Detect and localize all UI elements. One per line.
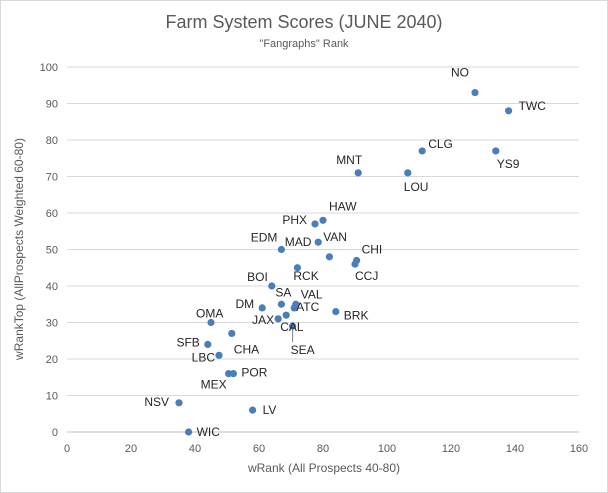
data-point [282,311,290,319]
data-point [332,307,340,316]
point-label: YS9 [497,157,520,171]
data-point [325,253,333,261]
point-label: CCJ [355,269,378,283]
y-axis-title: wRankTop (AllProspects Weighted 60-80) [12,138,26,361]
y-tick-label: 20 [46,354,58,366]
y-tick-label: 100 [40,62,58,74]
data-point [505,107,513,115]
x-tick-label: 40 [189,443,201,455]
y-tick-label: 60 [46,208,58,220]
data-point [277,300,285,308]
point-label: MEX [201,378,227,392]
point-label: BRK [344,309,369,323]
x-tick-label: 100 [378,443,396,455]
point-label: SA [275,285,291,299]
point-label: BOI [247,270,268,284]
point-label: SEA [291,343,315,357]
axes: 0 10 20 30 40 50 60 70 80 90 100 0 20 40 60 80 100 120 140… [40,62,589,455]
point-label: LBC [192,350,216,364]
data-point [351,260,359,268]
point-label: OMA [196,307,223,321]
data-point [204,340,212,348]
x-tick-label: 140 [506,443,524,455]
data-point [228,329,236,338]
point-label: DM [236,297,255,311]
gridlines [67,66,579,396]
y-tick-label: 30 [46,318,58,330]
data-point [471,88,479,97]
point-label: HAW [329,199,357,213]
point-label: LOU [404,180,429,194]
data-point [311,220,319,228]
x-tick-label: 0 [64,443,70,455]
data-point [293,264,301,272]
data-point [404,169,412,177]
data-point [185,428,193,436]
point-label: TWC [519,99,547,113]
data-point [277,245,285,254]
data-point [207,318,215,327]
point-label: EDM [251,231,278,245]
data-point [289,322,297,330]
data-point [354,169,362,177]
data-point [215,351,223,359]
point-label: MNT [336,153,363,167]
y-tick-label: 0 [52,427,58,439]
point-label: ATC [296,300,319,314]
data-point [258,304,266,312]
point-label: CHI [362,242,383,256]
data-point [418,147,426,155]
data-point [319,216,327,224]
y-tick-label: 70 [46,172,58,184]
point-label: LV [263,403,277,417]
data-point [274,315,282,323]
y-tick-label: 80 [46,135,58,147]
point-label: CHA [234,342,259,356]
point-label: CAL [280,320,304,334]
point-label: WIC [197,425,221,439]
data-point [175,399,183,407]
data-points [175,88,513,436]
x-tick-label: 20 [125,443,137,455]
point-label: JAX [252,313,274,327]
point-label: SFB [176,335,199,349]
point-label: RCK [293,269,318,283]
data-point [225,370,233,378]
chart-subtitle: "Fangraphs" Rank [259,38,349,50]
point-label: CLG [428,137,453,151]
data-point [492,147,500,155]
y-tick-label: 90 [46,99,58,111]
x-tick-label: 60 [253,443,265,455]
y-tick-label: 10 [46,391,58,403]
y-tick-label: 40 [46,281,58,293]
y-tick-label: 50 [46,245,58,257]
point-label: NO [451,66,469,80]
point-label: MAD [285,235,312,249]
x-tick-label: 80 [317,443,329,455]
point-label: PHX [282,213,307,227]
chart-title: Farm System Scores (JUNE 2040) [165,12,442,32]
data-point [268,282,276,290]
point-labels: NO TWC CLG YS9 MNT LOU HAW PHX VAN EDM CHI CCJ MAD RC… [144,66,546,439]
point-label: VAL [301,287,323,301]
x-tick-label: 160 [570,443,588,455]
data-point [290,304,298,312]
x-tick-label: 120 [442,443,460,455]
point-label: NSV [144,395,169,409]
point-label: VAN [323,230,347,244]
point-label: POR [241,366,267,380]
x-axis-title: wRank (All Prospects 40-80) [247,461,400,475]
data-point [314,238,322,246]
data-point [249,406,257,414]
